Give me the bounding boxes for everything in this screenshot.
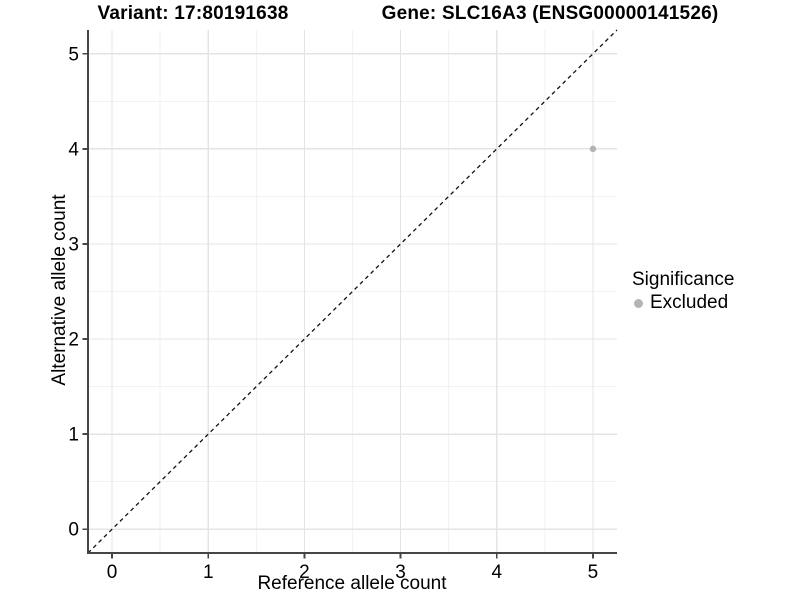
x-tick-label: 5 — [588, 562, 599, 583]
x-tick-label: 4 — [491, 562, 502, 583]
identity-reference-line — [87, 29, 618, 554]
legend: Significance Excluded — [629, 269, 734, 314]
y-tick-label: 0 — [68, 520, 79, 541]
x-axis-title: Reference allele count — [257, 573, 447, 594]
data-point — [589, 145, 597, 153]
x-tick-label: 0 — [107, 562, 118, 583]
plot-title-gene: Gene: SLC16A3 (ENSG00000141526) — [381, 3, 719, 24]
legend-title: Significance — [632, 269, 735, 290]
y-tick-label: 5 — [68, 44, 79, 65]
legend-entry-excluded: Excluded — [629, 292, 734, 314]
x-tick-label: 2 — [299, 562, 310, 583]
plot-title-variant: Variant: 17:80191638 — [97, 3, 289, 24]
x-tick-label: 3 — [395, 562, 406, 583]
y-tick-label: 1 — [68, 425, 79, 446]
y-tick-label: 2 — [68, 330, 79, 351]
legend-point-icon — [634, 298, 643, 308]
y-tick-label: 3 — [68, 234, 79, 255]
legend-entry-label: Excluded — [650, 292, 729, 313]
x-tick-label: 1 — [203, 562, 214, 583]
y-axis-title: Alternative allele count — [49, 194, 70, 386]
y-tick-label: 4 — [68, 139, 79, 160]
